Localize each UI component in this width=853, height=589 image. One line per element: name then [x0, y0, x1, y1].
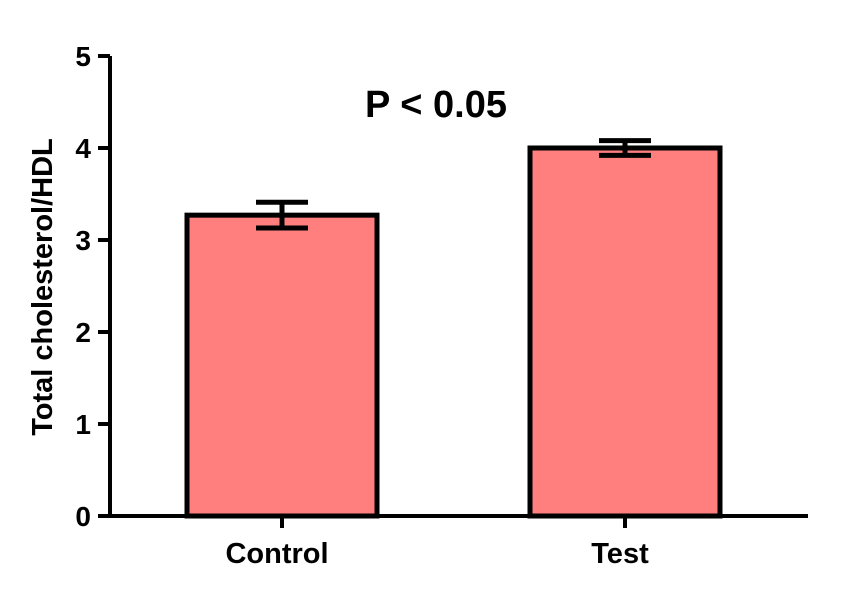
y-ticks: 0 1 2 3 4 5	[75, 41, 110, 532]
axes	[108, 56, 808, 518]
y-tick-label: 0	[75, 501, 91, 532]
y-tick-label: 5	[75, 41, 91, 72]
y-axis-title: Total cholesterol/HDL	[27, 138, 59, 436]
y-tick-label: 2	[75, 317, 91, 348]
bar-control	[184, 212, 380, 519]
x-ticks: Control Test	[225, 516, 649, 570]
y-tick-label: 1	[75, 409, 91, 440]
bar-test	[527, 145, 723, 519]
y-tick-label: 3	[75, 225, 91, 256]
significance-annotation: P < 0.05	[365, 84, 507, 126]
y-tick-label: 4	[75, 133, 91, 164]
error-bars-layer	[256, 138, 651, 231]
x-tick-label-control: Control	[225, 538, 328, 570]
bars-layer	[184, 145, 723, 519]
x-tick-label-test: Test	[591, 538, 649, 570]
